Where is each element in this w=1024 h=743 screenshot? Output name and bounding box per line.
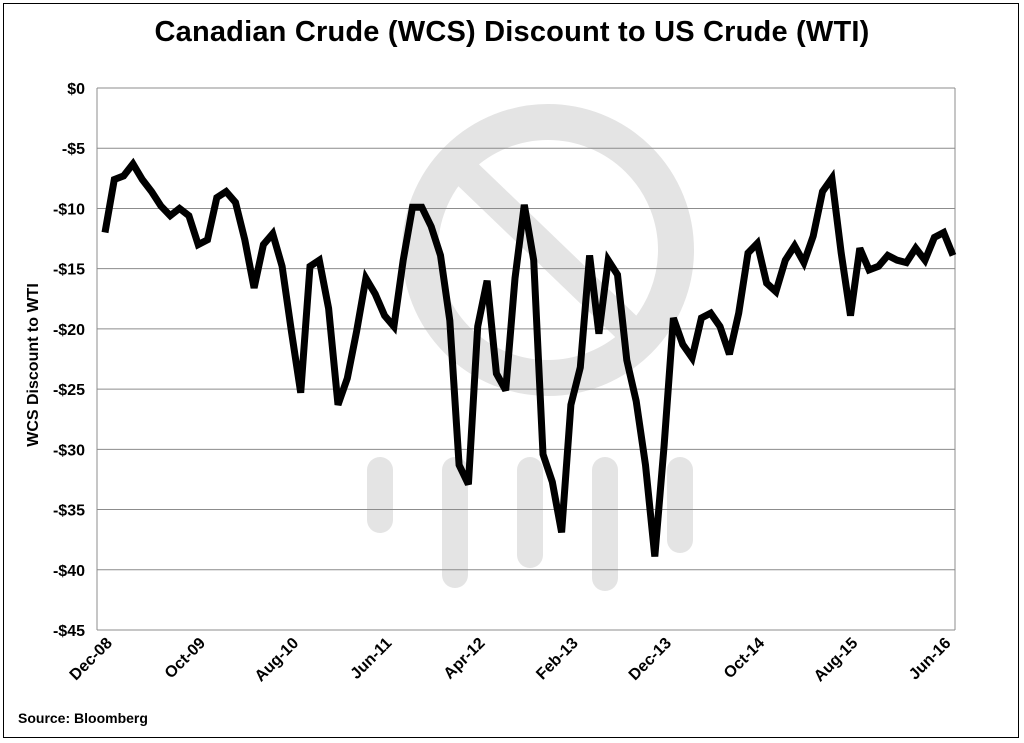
watermark-logo bbox=[367, 104, 694, 591]
axes bbox=[96, 88, 956, 630]
gridlines bbox=[97, 87, 955, 631]
x-tick-label: Aug-10 bbox=[252, 635, 302, 685]
y-axis-tick-labels: $0 -$5 -$10 -$15 -$20 -$25 -$30 -$35 -$40 -$45 bbox=[53, 81, 85, 640]
y-tick-label: -$45 bbox=[53, 623, 85, 640]
x-tick-label: Dec-08 bbox=[67, 635, 116, 684]
x-tick-label: Oct-14 bbox=[721, 635, 768, 682]
x-axis-tick-labels: Dec-08 Oct-09 Aug-10 Jun-11 Apr-12 Feb-13 Dec-… bbox=[67, 635, 955, 685]
y-tick-label: -$30 bbox=[53, 442, 85, 459]
x-tick-label: Jun-16 bbox=[906, 635, 955, 684]
x-tick-label: Oct-09 bbox=[162, 635, 209, 682]
source-note: Source: Bloomberg bbox=[18, 710, 148, 726]
y-tick-label: -$40 bbox=[53, 563, 85, 580]
y-tick-label: $0 bbox=[67, 81, 85, 98]
y-tick-label: -$15 bbox=[53, 262, 85, 279]
y-tick-label: -$35 bbox=[53, 503, 85, 520]
x-tick-label: Jun-11 bbox=[348, 635, 396, 683]
y-tick-label: -$20 bbox=[53, 322, 85, 339]
x-tick-label: Feb-13 bbox=[533, 635, 582, 684]
chart-title: Canadian Crude (WCS) Discount to US Crud… bbox=[154, 16, 870, 48]
series-line bbox=[101, 157, 957, 557]
y-tick-label: -$10 bbox=[53, 201, 85, 218]
series-layer bbox=[101, 157, 957, 557]
y-tick-label: -$5 bbox=[62, 141, 85, 158]
x-tick-label: Apr-12 bbox=[441, 635, 489, 683]
x-tick-label: Dec-13 bbox=[626, 635, 675, 684]
x-tick-label: Aug-15 bbox=[811, 635, 861, 685]
y-axis-title: WCS Discount to WTI bbox=[25, 283, 42, 447]
y-tick-label: -$25 bbox=[53, 382, 85, 399]
